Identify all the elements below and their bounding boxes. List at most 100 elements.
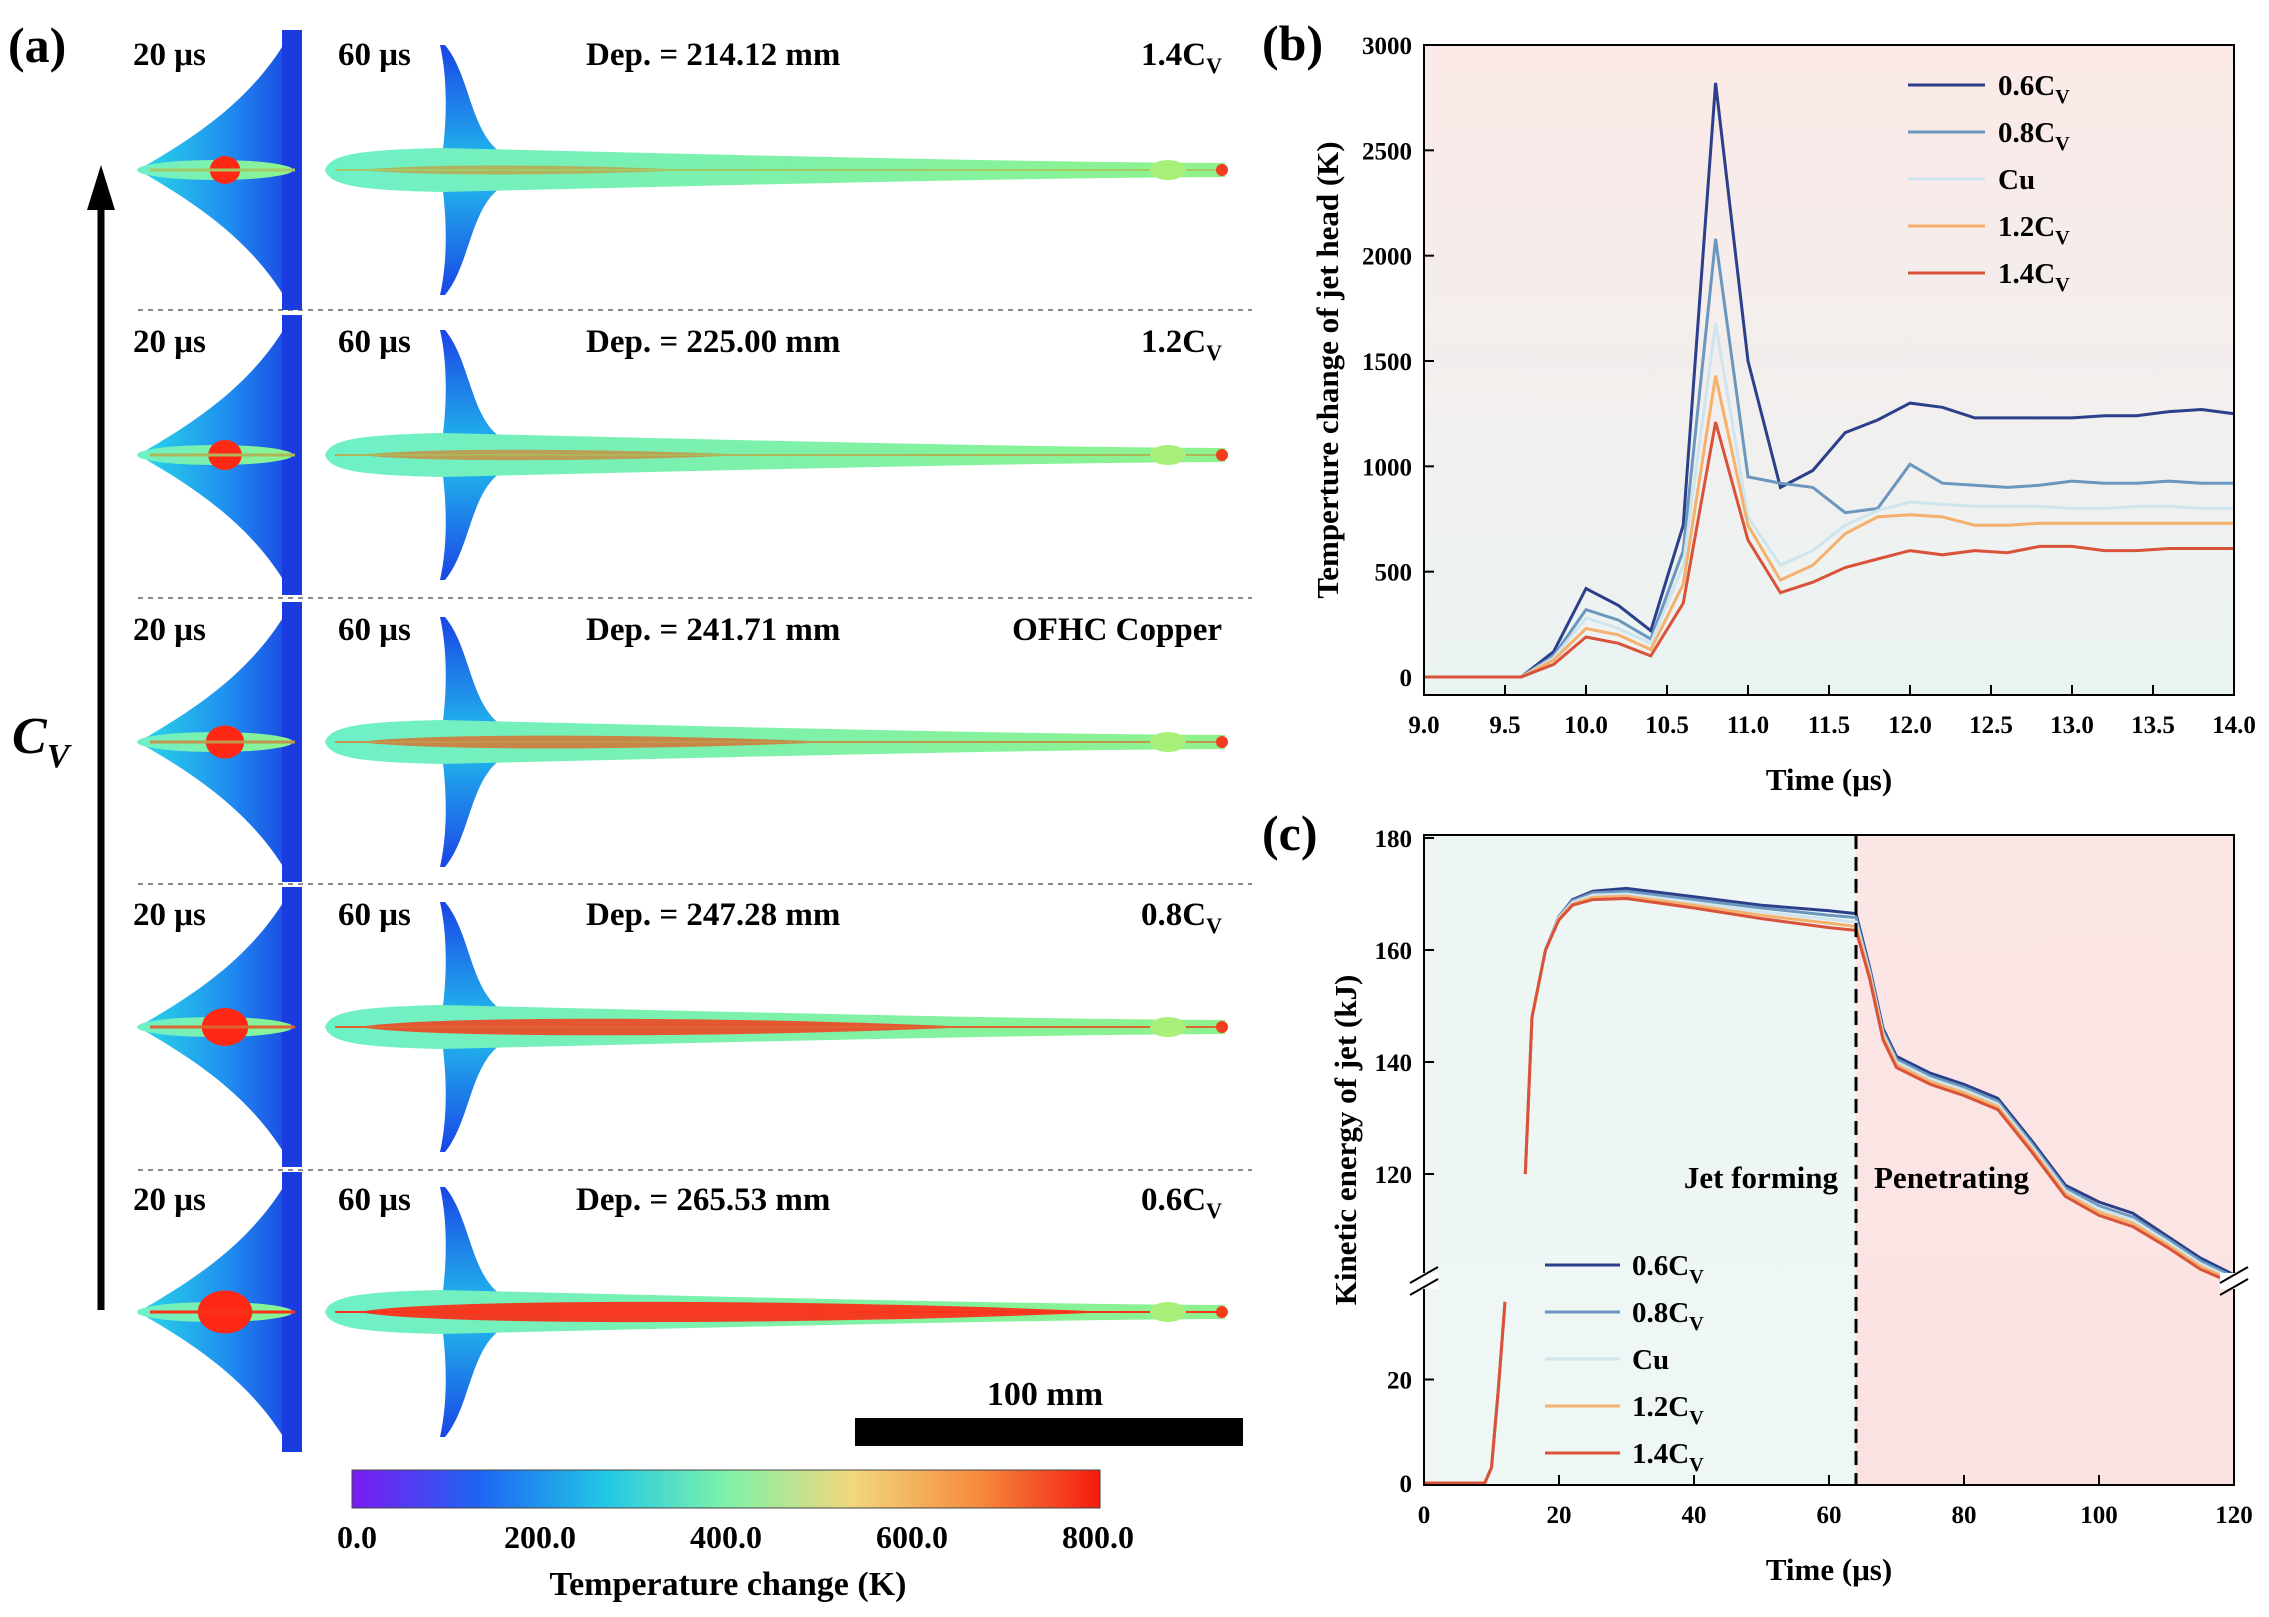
y-tick-label: 3000 (1362, 33, 1412, 60)
panel-c: (c) 0 20 40 60 80 100 120 0 20 120 140 160 180 Jet f… (1262, 805, 2253, 1587)
x-tick-label: 20 (1547, 1502, 1572, 1529)
jet-row (137, 1172, 1228, 1452)
row-depth: Dep. = 265.53 mm (576, 1182, 830, 1218)
jet-tip (1216, 164, 1228, 176)
jet-row (137, 887, 1228, 1167)
plot-c-legend: 0.6CV 0.8CV Cu 1.2CV 1.4CV (1545, 1250, 1704, 1476)
jet-tip-bulb (1150, 160, 1186, 180)
scale-bar-label: 100 mm (987, 1376, 1103, 1413)
panel-b: (b) 9.0 9.5 10.0 10.5 11.0 11.5 12.0 12.5 13.0 13… (1262, 15, 2256, 797)
legend-label: 1.2CV (1632, 1391, 1704, 1429)
y-tick-label: 1500 (1362, 349, 1412, 376)
x-tick-label: 0 (1418, 1502, 1431, 1529)
row-time-late: 60 μs (338, 1182, 411, 1218)
x-tick-label: 9.0 (1408, 712, 1439, 739)
legend-label: 1.4CV (1998, 258, 2070, 296)
x-tick-label: 10.5 (1645, 712, 1689, 739)
row-material: 1.2CV (1141, 324, 1222, 365)
y-tick-label: 140 (1375, 1050, 1413, 1077)
jet-tip (1216, 1306, 1228, 1318)
series-line-lower-5 (1424, 1301, 1507, 1485)
y-tick-label: 500 (1375, 560, 1413, 587)
jet-simulations (137, 30, 1228, 1452)
x-tick-label: 80 (1952, 1502, 1977, 1529)
axis-break-marks (1409, 1266, 2249, 1296)
jet-row (137, 30, 1228, 310)
region-label-penetrating: Penetrating (1874, 1160, 2029, 1195)
plot-b-frame (1423, 44, 2235, 696)
y-tick-label: 1000 (1362, 454, 1412, 481)
jet-tip-bulb (1150, 445, 1186, 465)
panel-b-label: (b) (1262, 15, 1323, 71)
axis-break-slash (1409, 1266, 1439, 1284)
y-tick-label: 180 (1375, 826, 1413, 853)
x-tick-label: 9.5 (1489, 712, 1520, 739)
row-depth: Dep. = 225.00 mm (586, 324, 840, 360)
series-line-4 (1424, 375, 2234, 679)
axis-break-slash (2219, 1278, 2249, 1296)
jet-tip (1216, 449, 1228, 461)
plot-b-legend: 0.6CV 0.8CV Cu 1.2CV 1.4CV (1908, 70, 2070, 296)
row-time-early: 20 μs (133, 897, 206, 933)
colorbar-tick: 800.0 (1062, 1519, 1134, 1555)
plot-c-series (1424, 886, 2235, 1485)
y-tick-label: 2500 (1362, 138, 1412, 165)
row-depth: Dep. = 214.12 mm (586, 37, 840, 73)
row-time-late: 60 μs (338, 612, 411, 648)
axis-break-slash (2219, 1266, 2249, 1284)
row-time-early: 20 μs (133, 37, 206, 73)
colorbar-tick: 600.0 (876, 1519, 948, 1555)
x-tick-label: 12.5 (1969, 712, 2013, 739)
colorbar-tick: 200.0 (504, 1519, 576, 1555)
legend-label: 0.6CV (1998, 70, 2070, 108)
colorbar-tick: 400.0 (690, 1519, 762, 1555)
axis-break-slash (1409, 1278, 1439, 1296)
panel-a: (a) CV 20 μs 60 μs Dep. = 214.12 mm 1.4C… (8, 17, 1252, 1603)
y-tick-label: 160 (1375, 938, 1413, 965)
jet-tip-bulb (1150, 1302, 1186, 1322)
row-depth: Dep. = 247.28 mm (586, 897, 840, 933)
plot-c-background-left (1424, 835, 1856, 1485)
x-tick-label: 120 (2215, 1502, 2253, 1529)
x-tick-label: 100 (2080, 1502, 2118, 1529)
legend-label: 0.8CV (1632, 1297, 1704, 1335)
colorbar-tick: 0.0 (337, 1519, 377, 1555)
plot-b-ticks: 9.0 9.5 10.0 10.5 11.0 11.5 12.0 12.5 13.0 13.5 14… (1362, 33, 2256, 739)
y-tick-label: 2000 (1362, 244, 1412, 271)
x-tick-label: 10.0 (1564, 712, 1608, 739)
legend-label: Cu (1998, 164, 2035, 196)
row-depth: Dep. = 241.71 mm (586, 612, 840, 648)
row-time-early: 20 μs (133, 324, 206, 360)
y-tick-label: 0 (1400, 665, 1413, 692)
panel-a-label: (a) (8, 17, 66, 73)
jet-tip-bulb (1150, 1017, 1186, 1037)
legend-label: Cu (1632, 1344, 1669, 1376)
x-tick-label: 13.0 (2050, 712, 2094, 739)
scale-bar (855, 1418, 1243, 1446)
x-tick-label: 40 (1682, 1502, 1707, 1529)
row-time-late: 60 μs (338, 324, 411, 360)
series-line-2 (1424, 238, 2234, 679)
row-material: 0.6CV (1141, 1182, 1222, 1223)
series-line-5 (1424, 421, 2234, 679)
plot-b-background (1424, 45, 2234, 695)
legend-label: 1.4CV (1632, 1438, 1704, 1476)
axis-break-gap (2220, 1273, 2248, 1289)
row-material: 1.4CV (1141, 37, 1222, 78)
plot-b-ylabel: Temperture change of jet head (K) (1310, 141, 1345, 598)
colorbar-title: Temperature change (K) (550, 1566, 907, 1603)
legend-label: 0.8CV (1998, 117, 2070, 155)
row-material: 0.8CV (1141, 897, 1222, 938)
jet-row (137, 315, 1228, 595)
jet-row (137, 602, 1228, 882)
plot-c-frame (1423, 834, 2235, 1486)
row-time-late: 60 μs (338, 37, 411, 73)
y-tick-label: 0 (1400, 1471, 1413, 1498)
series-line-1 (1424, 82, 2235, 679)
x-tick-label: 12.0 (1888, 712, 1932, 739)
row-material: OFHC Copper (1012, 612, 1222, 648)
x-tick-label: 60 (1817, 1502, 1842, 1529)
plot-c-xlabel: Time (μs) (1766, 1552, 1892, 1587)
series-line-3 (1424, 322, 2234, 679)
